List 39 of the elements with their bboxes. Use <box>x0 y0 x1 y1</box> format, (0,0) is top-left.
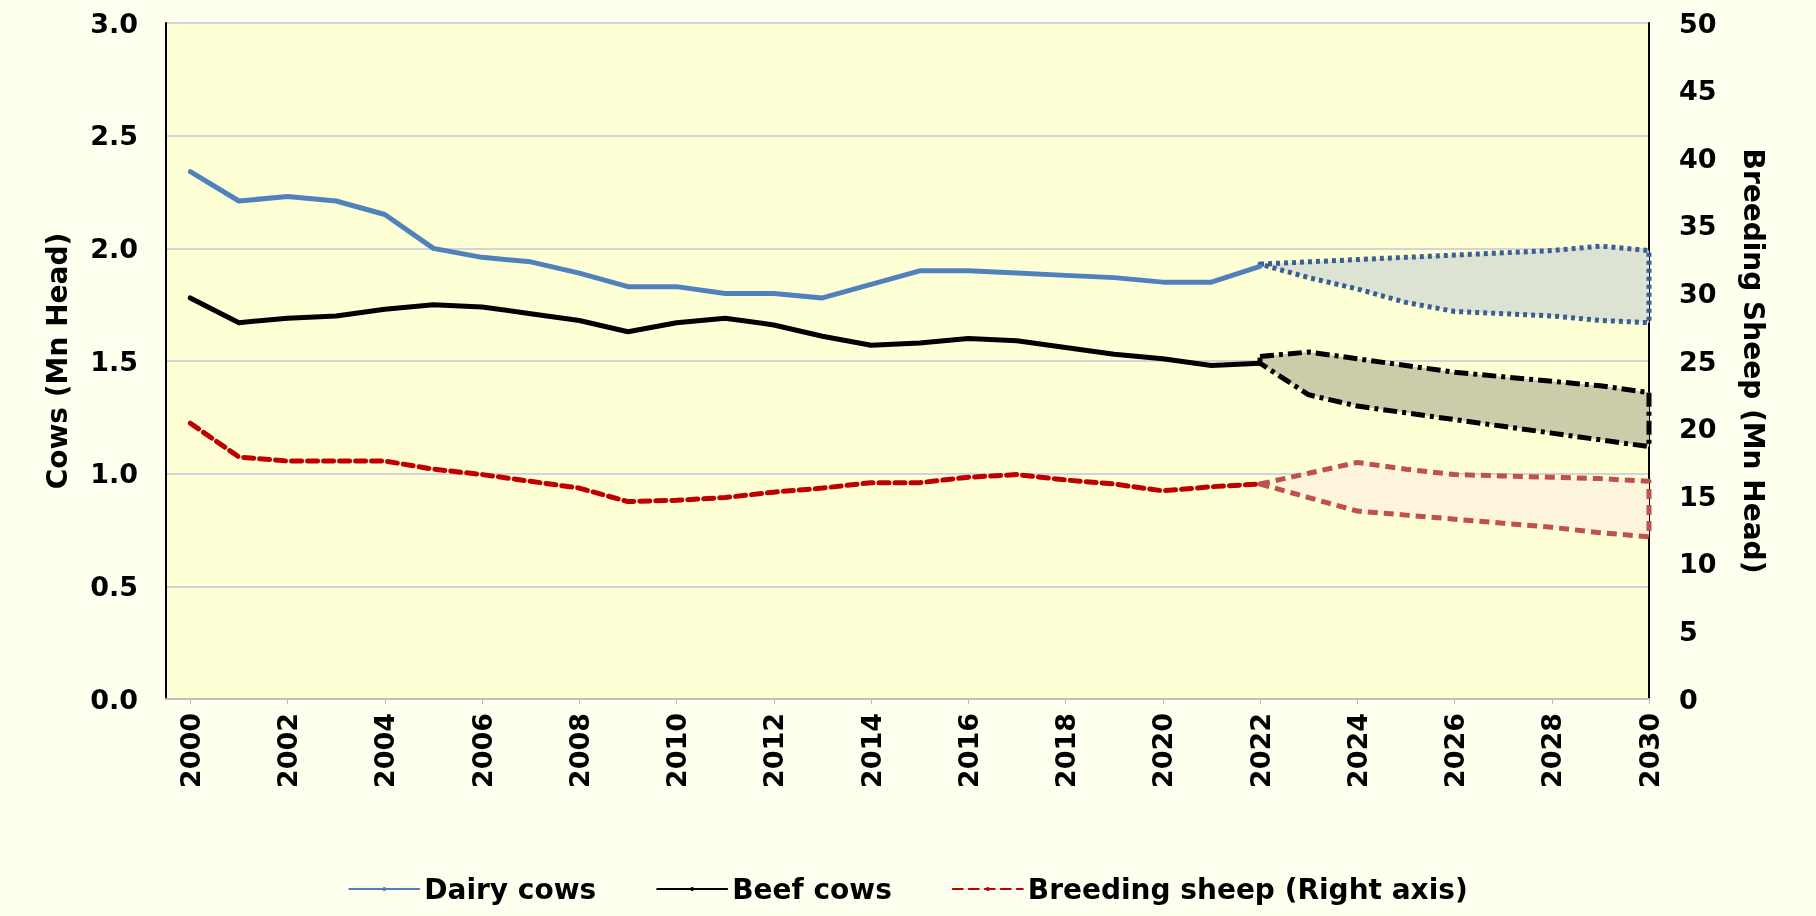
y-tick-label: 2.0 <box>90 232 138 264</box>
x-tick-label: 2002 <box>272 713 304 789</box>
x-tick-label: 2018 <box>1050 713 1082 789</box>
y2-tick-label: 5 <box>1679 615 1698 647</box>
x-tick-label: 2000 <box>174 713 206 789</box>
y2-tick-label: 50 <box>1679 7 1717 39</box>
x-tick-label: 2030 <box>1633 713 1665 789</box>
legend-label: Beef cows <box>732 872 892 906</box>
y2-tick-label: 15 <box>1679 480 1717 512</box>
y2-tick-label: 45 <box>1679 75 1717 107</box>
legend-label: Breeding sheep (Right axis) <box>1027 872 1468 906</box>
y2-tick-label: 30 <box>1679 277 1717 309</box>
x-tick-label: 2016 <box>952 713 984 789</box>
y-tick-label: 1.0 <box>90 458 138 490</box>
y2-tick-label: 25 <box>1679 345 1717 377</box>
y-tick-label: 3.0 <box>90 7 138 39</box>
y2-tick-label: 20 <box>1679 413 1717 445</box>
x-tick-label: 2012 <box>758 713 790 789</box>
x-tick-label: 2024 <box>1341 713 1373 789</box>
y2-tick-label: 10 <box>1679 548 1717 580</box>
x-tick-label: 2022 <box>1244 713 1276 789</box>
x-tick-label: 2014 <box>855 713 887 789</box>
y-tick-label: 0.0 <box>90 683 138 715</box>
y2-tick-label: 35 <box>1679 210 1717 242</box>
y2-tick-label: 40 <box>1679 142 1717 174</box>
x-tick-label: 2010 <box>661 713 693 789</box>
x-tick-label: 2004 <box>369 713 401 789</box>
y2-axis-title: Breeding Sheep (Mn Head) <box>1736 148 1770 574</box>
x-tick-label: 2028 <box>1536 713 1568 789</box>
y2-tick-label: 0 <box>1679 683 1698 715</box>
legend-label: Dairy cows <box>424 872 597 906</box>
y-tick-label: 1.5 <box>90 345 138 377</box>
x-tick-label: 2020 <box>1147 713 1179 789</box>
x-tick-label: 2006 <box>466 713 498 789</box>
x-tick-label: 2026 <box>1439 713 1471 789</box>
y-axis-title: Cows (Mn Head) <box>40 232 74 490</box>
x-tick-label: 2008 <box>563 713 595 789</box>
y-tick-label: 0.5 <box>90 570 138 602</box>
y-tick-label: 2.5 <box>90 120 138 152</box>
